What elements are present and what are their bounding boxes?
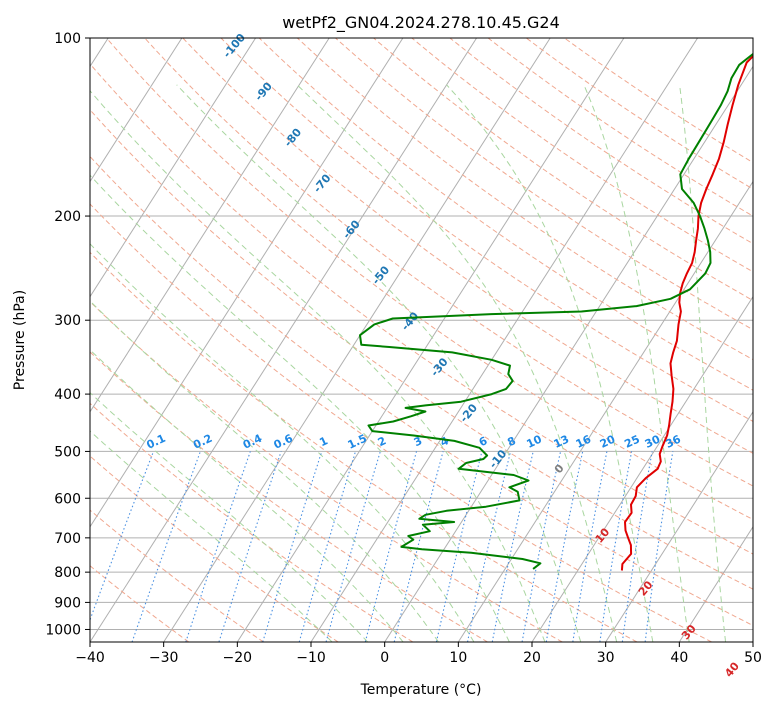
y-tick-label: 400 — [54, 387, 81, 403]
x-tick-label: 0 — [380, 650, 389, 666]
y-tick-label: 200 — [54, 209, 81, 225]
x-tick-label: 40 — [670, 650, 688, 666]
x-tick-label: 50 — [744, 650, 762, 666]
y-tick-label: 300 — [54, 313, 81, 329]
x-tick-label: −10 — [296, 650, 326, 666]
y-axis-label: Pressure (hPa) — [12, 290, 28, 390]
y-tick-label: 1000 — [45, 622, 81, 638]
x-tick-label: −20 — [223, 650, 253, 666]
x-tick-label: −40 — [75, 650, 105, 666]
x-tick-label: 30 — [597, 650, 615, 666]
y-tick-label: 700 — [54, 531, 81, 547]
x-axis-label: Temperature (°C) — [360, 682, 482, 698]
plot-area — [90, 38, 753, 642]
y-tick-label: 600 — [54, 491, 81, 507]
x-tick-label: 10 — [449, 650, 467, 666]
y-tick-label: 100 — [54, 31, 81, 47]
y-tick-label: 500 — [54, 444, 81, 460]
y-tick-label: 800 — [54, 565, 81, 581]
chart-title: wetPf2_GN04.2024.278.10.45.G24 — [282, 13, 560, 33]
x-tick-label: 20 — [523, 650, 541, 666]
x-tick-label: −30 — [149, 650, 179, 666]
y-tick-label: 900 — [54, 595, 81, 611]
